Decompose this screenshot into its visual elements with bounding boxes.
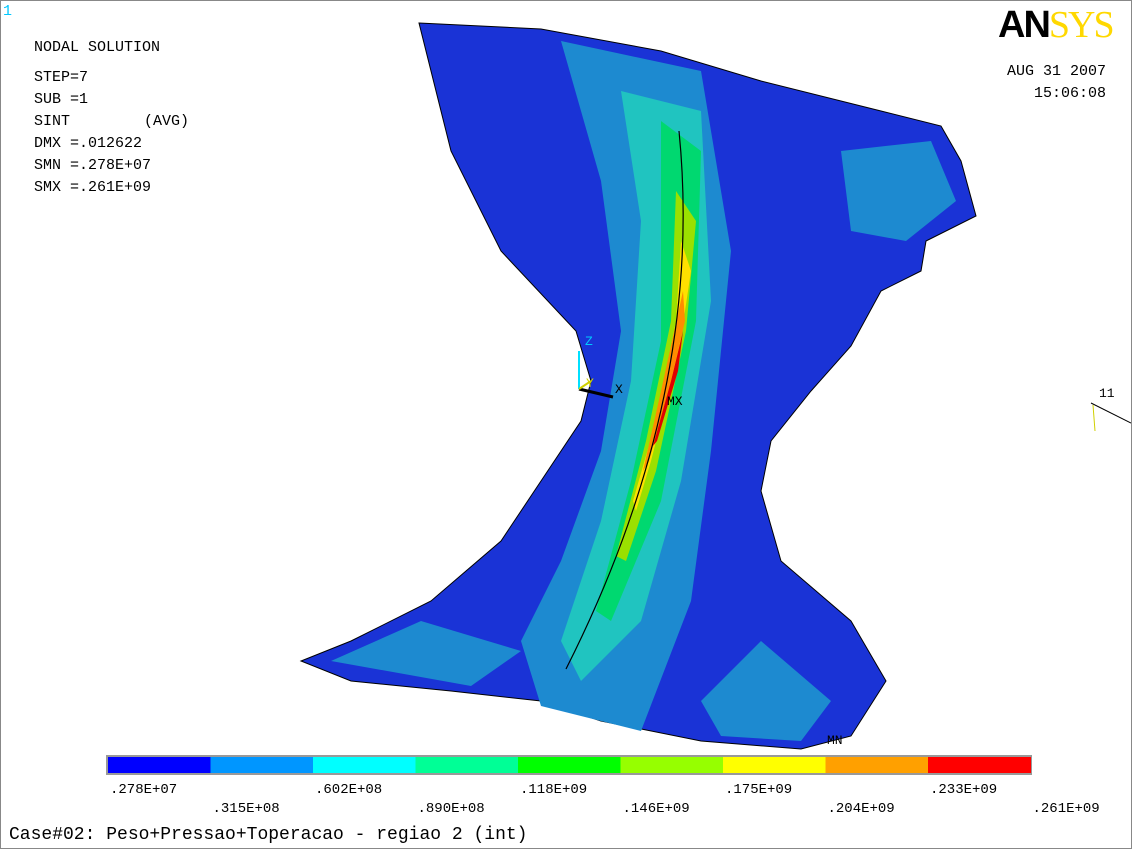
legend-swatch xyxy=(826,757,929,773)
axis-z-label: Z xyxy=(585,334,593,349)
view-number: 11 xyxy=(1099,386,1115,401)
info-line: DMX =.012622 xyxy=(34,135,142,152)
legend-label: .602E+08 xyxy=(315,782,382,798)
legend-swatch xyxy=(211,757,314,773)
legend-label: .146E+09 xyxy=(623,801,690,817)
legend-label: .278E+07 xyxy=(110,782,177,798)
date: AUG 31 2007 xyxy=(1007,63,1106,80)
axis-x-label: X xyxy=(615,382,623,397)
legend-label: .890E+08 xyxy=(418,801,485,817)
logo-sys: SYS xyxy=(1049,4,1113,46)
axis-y-label: Y xyxy=(586,376,594,391)
view-triad xyxy=(1093,405,1095,431)
max-marker: MX xyxy=(667,394,683,409)
logo-an: AN xyxy=(998,4,1049,46)
legend-swatch xyxy=(518,757,621,773)
legend-swatch xyxy=(928,757,1031,773)
view-triad xyxy=(1091,403,1131,423)
legend-swatch xyxy=(416,757,519,773)
legend-label: .315E+08 xyxy=(213,801,280,817)
legend-swatch xyxy=(723,757,826,773)
logo: ANSYS xyxy=(998,4,1113,46)
legend-label: .118E+09 xyxy=(520,782,587,798)
info-line: SMN =.278E+07 xyxy=(34,157,151,174)
legend-label: .204E+09 xyxy=(828,801,895,817)
legend-label: .175E+09 xyxy=(725,782,792,798)
info-line: SUB =1 xyxy=(34,91,88,108)
info-line: STEP=7 xyxy=(34,69,88,86)
ansys-window: 1 NODAL SOLUTION STEP=7 SUB =1 SINT (AVG)DM… xyxy=(0,0,1132,849)
legend-swatch xyxy=(108,757,211,773)
legend: .278E+07 .315E+08 .602E+08 .890E+08 .118E+09… xyxy=(108,757,1100,817)
legend-label: .233E+09 xyxy=(930,782,997,798)
viewport: 1 NODAL SOLUTION STEP=7 SUB =1 SINT (AVG)DM… xyxy=(1,1,1131,848)
result-title: NODAL SOLUTION xyxy=(34,39,160,56)
time: 15:06:08 xyxy=(1034,85,1106,102)
model xyxy=(301,23,1131,749)
info-block: STEP=7 SUB =1 SINT (AVG)DMX =.012622 SMN =.2… xyxy=(34,69,189,196)
caption: Case#02: Peso+Pressao+Toperacao - regiao… xyxy=(9,825,527,845)
legend-swatch xyxy=(621,757,724,773)
legend-swatch xyxy=(313,757,416,773)
info-line: SMX =.261E+09 xyxy=(34,179,151,196)
legend-label: .261E+09 xyxy=(1033,801,1100,817)
window-number: 1 xyxy=(3,3,12,20)
min-marker: MN xyxy=(827,733,843,748)
info-line: (AVG) xyxy=(144,113,189,130)
info-line: SINT xyxy=(34,113,70,130)
